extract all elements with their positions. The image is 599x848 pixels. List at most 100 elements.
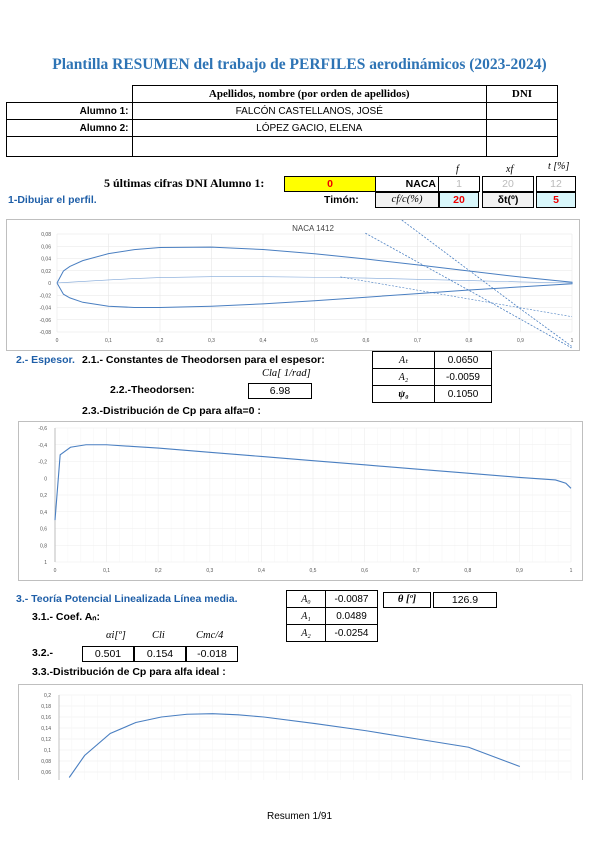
timon-label: Timón: [324,194,359,206]
y-tick-label: 0,16 [41,715,51,721]
x-tick-label: 0,2 [157,338,164,344]
coef-label: A₂ [286,624,326,642]
dni-value: 0 [284,176,376,192]
coef-label: 3.1.- Coef. Aₙ: [32,611,100,623]
y-tick-label: -0,4 [38,443,47,449]
delta-label: δt(º) [482,192,534,208]
const-value: 0.1050 [434,385,492,403]
y-tick-label: 0,06 [41,770,51,776]
x-tick-label: 0,2 [155,568,162,574]
x-tick-label: 0,1 [105,338,112,344]
alpha-value: 0.501 [82,646,134,662]
coef-label: A₁ [286,607,326,625]
cm-label: Cmc/4 [196,630,224,641]
cp-thickness-line [54,444,572,521]
y-tick-label: 0,2 [44,693,51,699]
students-table: Apellidos, nombre (por orden de apellido… [6,85,558,157]
student-dni [486,102,558,120]
y-tick-label: 0,6 [40,527,47,533]
x-tick-label: 0 [56,338,59,344]
y-tick-label: 1 [44,560,47,566]
x-tick-label: 1 [571,338,574,344]
y-tick-label: 0,12 [41,737,51,743]
const-label: A₂ [372,368,435,386]
theo-value: 6.98 [248,383,312,399]
student-dni [486,119,558,137]
row-label: Alumno 1: [6,102,133,120]
y-tick-label: 0,8 [40,543,47,549]
x-tick-label: 0,4 [260,338,267,344]
y-tick-label: 0,04 [41,257,51,263]
coef-value: 0.0489 [325,607,378,625]
cp-ideal-line [68,713,520,778]
profile-chart: NACA 1412 0 0,1 0,2 0,3 0,4 0,5 0,6 0,7 0,8 0,9 1 0,… [6,194,580,351]
y-tick-label: 0,18 [41,704,51,710]
x-tick-label: 0,4 [258,568,265,574]
y-tick-label: 0,14 [41,726,51,732]
flap-lower [365,232,572,349]
cp-ideal-chart-svg: 0,2 0,18 0,16 0,14 0,12 0,1 0,08 0,06 [41,693,572,780]
x-tick-label: 1 [570,568,573,574]
y-tick-label: 0,08 [41,232,51,238]
alpha-label: αi[º] [106,630,126,641]
flap-chord [340,276,573,317]
x-tick-label: 0 [54,568,57,574]
chart-title: NACA 1412 [292,224,334,233]
y-tick-label: 0 [48,281,51,287]
cf-label: cf/c(%) [375,192,439,208]
x-tick-label: 0,9 [516,568,523,574]
student-name: FALCÓN CASTELLANOS, JOSÉ [131,102,487,120]
flap-upper [367,194,572,347]
theodorsen-constants: Aₜ 0.0650 A₂ -0.0059 ψ₀ 0.1050 [372,351,492,403]
xf-header: xf [506,164,514,175]
x-tick-label: 0,1 [103,568,110,574]
page-title: Plantilla RESUMEN del trabajo de PERFILE… [52,56,547,73]
student-name: LÓPEZ GACIO, ELENA [131,119,487,137]
an-coefficients: A₀ -0.0087 A₁ 0.0489 A₂ -0.0254 [286,590,378,642]
cm-value: -0.018 [186,646,238,662]
y-tick-label: -0,06 [40,318,52,324]
delta-value: 5 [536,192,576,208]
header-name: Apellidos, nombre (por orden de apellido… [131,85,487,103]
x-tick-label: 0,8 [466,338,473,344]
x-tick-label: 0,6 [363,338,370,344]
row32-label: 3.2.- [32,647,54,659]
theta-value: 126.9 [433,592,497,608]
const-label: Aₜ [372,351,435,369]
row-label: Alumno 2: [6,119,133,137]
x-tick-label: 0,7 [413,568,420,574]
t-header: t [%] [548,161,570,172]
t-value: 12 [536,176,576,192]
y-tick-label: 0,1 [44,748,51,754]
y-tick-label: -0,04 [40,306,52,312]
coef-label: A₀ [286,590,326,608]
profile-chart-svg: NACA 1412 0 0,1 0,2 0,3 0,4 0,5 0,6 0,7 0,8 0,9 1 0,… [40,194,574,349]
theo-label: 2.2.-Theodorsen: [110,384,195,396]
xf-value: 20 [482,176,534,192]
y-tick-label: 0,06 [41,244,51,250]
y-tick-label: 0,08 [41,759,51,765]
section3-heading: 3.- Teoría Potencial Linealizada Línea m… [16,593,238,605]
cp-thickness-chart: 0 0,1 0,2 0,3 0,4 0,5 0,6 0,7 0,8 0,9 1 -0,6 -0,4 -0,… [18,421,583,581]
cp-thickness-label: 2.3.-Distribución de Cp para alfa=0 : [82,405,261,417]
section2-sub: 2.1.- Constantes de Theodorsen para el e… [82,354,325,366]
page-footer: Resumen 1/91 [266,811,333,822]
camber-line [56,276,573,284]
cli-value: 0.154 [134,646,186,662]
coef-value: -0.0254 [325,624,378,642]
x-tick-label: 0,8 [464,568,471,574]
y-tick-label: 0,02 [41,269,51,275]
x-tick-label: 0,3 [206,568,213,574]
cla-label: Cla[ 1/rad] [262,368,311,379]
const-value: 0.0650 [434,351,492,369]
dni-label: 5 últimas cifras DNI Alumno 1: [104,176,265,190]
const-value: -0.0059 [434,368,492,386]
x-tick-label: 0,5 [310,568,317,574]
cf-value: 20 [439,192,479,208]
cp-ideal-label: 3.3.-Distribución de Cp para alfa ideal … [32,666,226,678]
theta-label: θ [º] [383,592,431,608]
y-tick-label: 0,4 [40,510,47,516]
y-tick-label: -0,6 [38,426,47,432]
cp-ideal-chart: 0,2 0,18 0,16 0,14 0,12 0,1 0,08 0,06 [18,684,583,780]
y-tick-label: 0 [44,476,47,482]
